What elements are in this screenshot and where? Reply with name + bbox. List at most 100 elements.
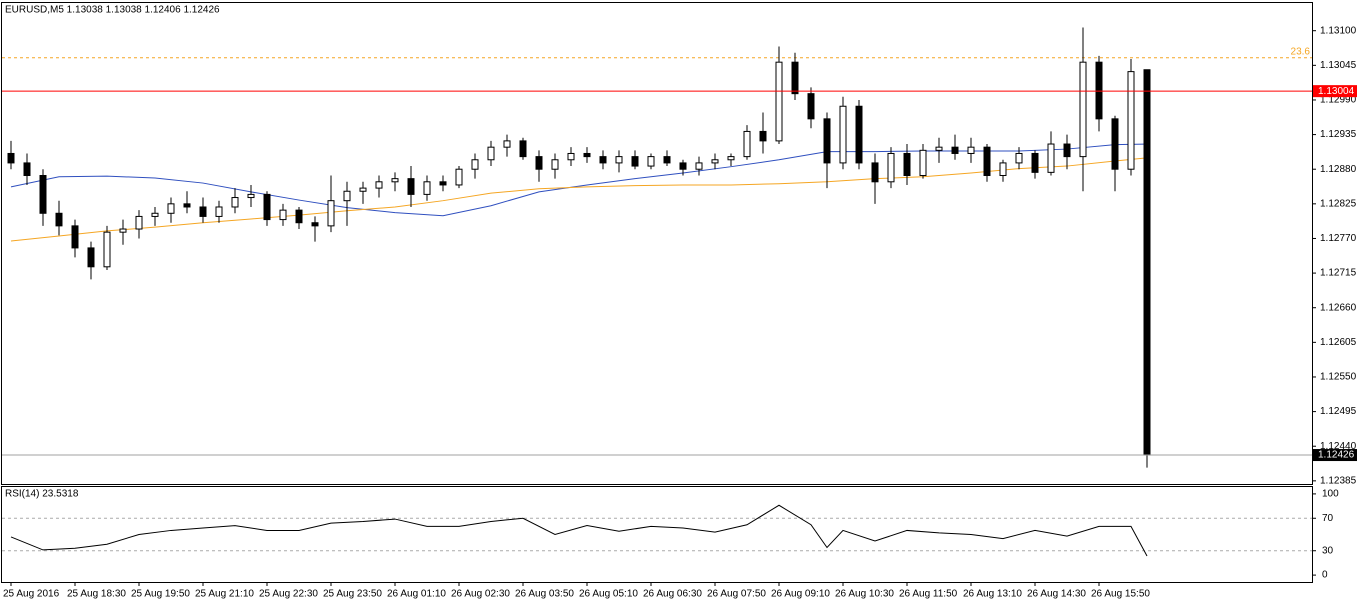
candle-body <box>551 159 559 170</box>
candle-body <box>103 231 111 268</box>
x-tick-label: 25 Aug 19:50 <box>131 589 190 600</box>
x-tick-label: 26 Aug 09:10 <box>771 589 830 600</box>
candle-body <box>935 146 943 151</box>
x-tick-label: 26 Aug 05:10 <box>579 589 638 600</box>
x-tick-label: 26 Aug 11:50 <box>899 589 958 600</box>
candle-body <box>183 203 191 208</box>
candle-body <box>663 156 671 164</box>
price-label: 1.12426 <box>1318 450 1355 461</box>
candle-body <box>215 206 223 217</box>
candle-body <box>1079 61 1087 158</box>
candle-body <box>71 225 79 249</box>
candle-body <box>903 152 911 177</box>
candle-body <box>519 140 527 158</box>
candle-body <box>951 146 959 154</box>
x-tick-label: 25 Aug 18:30 <box>67 589 126 600</box>
candle-body <box>167 203 175 214</box>
x-tick-label: 25 Aug 22:30 <box>259 589 318 600</box>
x-tick-label: 26 Aug 14:30 <box>1027 589 1086 600</box>
main-panel <box>1 2 1313 485</box>
candle-body <box>791 61 799 95</box>
candle-body <box>775 61 783 142</box>
candle-body <box>759 130 767 142</box>
candle-body <box>423 181 431 195</box>
candle-body <box>311 222 319 227</box>
candle-body <box>871 162 879 183</box>
y-tick-label: 30 <box>1322 545 1334 556</box>
candle-body <box>455 168 463 186</box>
y-tick-label: 1.12825 <box>1320 198 1357 209</box>
y-tick-label: 1.12990 <box>1320 95 1357 106</box>
y-tick-label: 100 <box>1322 489 1339 500</box>
moving-average <box>10 157 1148 242</box>
price-label: 1.13004 <box>1318 86 1355 97</box>
y-tick-label: 1.13100 <box>1320 25 1357 36</box>
candle-body <box>1143 69 1151 456</box>
candle-body <box>711 159 719 164</box>
x-tick-label: 26 Aug 07:50 <box>707 589 766 600</box>
candle-body <box>247 193 255 199</box>
candle-body <box>23 162 31 177</box>
y-tick-label: 1.12715 <box>1320 268 1357 279</box>
candle-body <box>391 178 399 183</box>
y-tick-label: 1.12495 <box>1320 406 1357 417</box>
price-label-box <box>1313 85 1357 98</box>
candle-body <box>279 209 287 221</box>
candle-body <box>583 152 591 158</box>
candle-body <box>727 156 735 161</box>
candle-body <box>839 105 847 164</box>
x-tick-label: 26 Aug 02:30 <box>451 589 510 600</box>
y-tick-label: 1.12385 <box>1320 475 1357 486</box>
chart-title: EURUSD,M5 1.13038 1.13038 1.12406 1.1242… <box>5 5 220 16</box>
candle-body <box>919 149 927 177</box>
candle-body <box>1047 143 1055 173</box>
candle-body <box>807 93 815 120</box>
price-label-box <box>1313 449 1357 462</box>
y-tick-label: 1.12880 <box>1320 164 1357 175</box>
x-tick-label: 26 Aug 15:50 <box>1091 589 1150 600</box>
candle-body <box>743 130 751 158</box>
candle-body <box>1015 152 1023 164</box>
y-tick-label: 1.12935 <box>1320 129 1357 140</box>
x-tick-label: 25 Aug 2016 <box>3 589 60 600</box>
y-tick-label: 70 <box>1322 513 1334 524</box>
candle-body <box>599 156 607 164</box>
candle-body <box>999 162 1007 177</box>
x-tick-label: 26 Aug 03:50 <box>515 589 574 600</box>
x-tick-label: 26 Aug 01:10 <box>387 589 446 600</box>
candle-body <box>967 146 975 154</box>
candle-body <box>343 190 351 202</box>
candle-body <box>231 197 239 208</box>
candle-body <box>55 212 63 227</box>
candle-body <box>487 146 495 161</box>
candle-body <box>983 146 991 177</box>
x-tick-label: 25 Aug 23:50 <box>323 589 382 600</box>
y-tick-label: 1.12550 <box>1320 372 1357 383</box>
candle-body <box>1127 71 1135 170</box>
y-tick-label: 1.12440 <box>1320 441 1357 452</box>
candle-body <box>503 140 511 148</box>
candle-body <box>39 175 47 214</box>
candle-body <box>135 215 143 230</box>
candle-body <box>1063 143 1071 158</box>
x-tick-label: 26 Aug 13:10 <box>963 589 1022 600</box>
candle-body <box>887 152 895 183</box>
candle-body <box>151 212 159 217</box>
y-tick-label: 1.13045 <box>1320 60 1357 71</box>
candle-body <box>1111 118 1119 170</box>
candle-body <box>199 206 207 217</box>
y-tick-label: 1.12770 <box>1320 233 1357 244</box>
candle-body <box>407 178 415 195</box>
candle-body <box>631 156 639 167</box>
candle-body <box>1095 61 1103 120</box>
candle-body <box>295 209 303 224</box>
rsi-panel <box>1 486 1313 583</box>
x-tick-label: 26 Aug 10:30 <box>835 589 894 600</box>
candle-body <box>7 152 15 164</box>
candle-body <box>647 156 655 167</box>
candle-body <box>263 193 271 221</box>
y-tick-label: 1.12660 <box>1320 302 1357 313</box>
candle-body <box>471 159 479 170</box>
rsi-line <box>10 504 1148 557</box>
